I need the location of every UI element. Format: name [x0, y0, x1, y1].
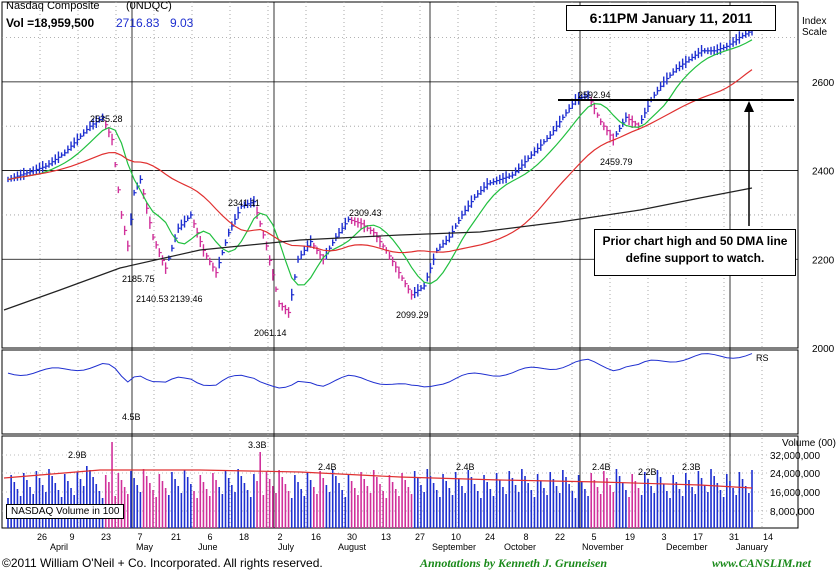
- timestamp-box: 6:11PM January 11, 2011: [566, 5, 776, 31]
- annotation-credit: Annotations by Kenneth J. Gruneisen: [420, 556, 608, 570]
- price-annotation: 2185.75: [122, 274, 155, 284]
- x-tick-label: 13: [381, 532, 391, 542]
- x-tick-label: 19: [625, 532, 635, 542]
- x-tick-label: 6: [207, 532, 212, 542]
- x-month-label: December: [666, 542, 708, 552]
- x-tick-label: 7: [137, 532, 142, 542]
- x-tick-label: 24: [485, 532, 495, 542]
- x-month-label: May: [136, 542, 154, 552]
- price-annotation: 2341.11: [228, 198, 260, 208]
- price-tick-label: 2600: [812, 78, 835, 89]
- x-month-label: November: [582, 542, 624, 552]
- price-annotation: 2139.46: [170, 294, 203, 304]
- copyright-text: ©2011 William O'Neil + Co. Incorporated.…: [2, 556, 323, 570]
- volume-annotation: 2.4B: [592, 462, 611, 472]
- ma-short-line: [7, 39, 753, 286]
- x-tick-label: 8: [523, 532, 528, 542]
- index-symbol: (0NDQC): [126, 0, 172, 12]
- volume-annotation: 2.3B: [682, 462, 701, 472]
- volume-annotation: 2.9B: [68, 450, 87, 460]
- price-annotation: 2061.14: [254, 328, 287, 338]
- support-arrow-head: [744, 101, 754, 112]
- volume-annotation: 2.2B: [638, 467, 657, 477]
- website-link[interactable]: www.CANSLIM.net: [712, 556, 811, 570]
- price-annotation: 2592.94: [578, 90, 611, 100]
- index-name: Nasdaq Composite: [6, 0, 100, 12]
- x-tick-label: 30: [347, 532, 357, 542]
- volume-annotation: 2.4B: [456, 462, 475, 472]
- rs-line: [7, 353, 753, 389]
- price-panel: [1, 1, 799, 349]
- x-tick-label: 22: [555, 532, 565, 542]
- x-tick-label: 18: [239, 532, 249, 542]
- volume-readout: Vol =18,959,500: [6, 16, 95, 30]
- volume-tick-label: 32,000,000: [770, 451, 820, 462]
- price-annotation: 2459.79: [600, 157, 633, 167]
- volume-tick-label: 8,000,000: [770, 507, 815, 518]
- x-month-label: October: [504, 542, 536, 552]
- ma-50-day-line: [7, 69, 753, 254]
- x-month-label: April: [50, 542, 68, 552]
- rs-panel: [1, 349, 799, 435]
- price-readout: 2716.83: [116, 16, 160, 30]
- volume-tick-label: 16,000,000: [770, 488, 820, 499]
- x-month-label: July: [278, 542, 295, 552]
- x-month-label: January: [736, 542, 769, 552]
- x-tick-label: 17: [693, 532, 703, 542]
- x-tick-label: 16: [311, 532, 321, 542]
- x-tick-label: 10: [451, 532, 461, 542]
- volume-annotation: 2.4B: [318, 462, 337, 472]
- price-tick-label: 2400: [812, 167, 835, 178]
- rs-tick-label: 2000: [812, 344, 835, 355]
- index-scale-label: Index Scale: [802, 16, 828, 38]
- x-month-label: August: [338, 542, 367, 552]
- price-annotation: 2535.28: [90, 114, 123, 124]
- rs-label: RS: [756, 353, 769, 363]
- x-tick-label: 23: [101, 532, 111, 542]
- volume-axis-title: Volume (00): [782, 438, 836, 449]
- x-month-label: June: [198, 542, 218, 552]
- x-tick-label: 5: [591, 532, 596, 542]
- volume-legend: NASDAQ Volume in 100: [6, 504, 125, 519]
- x-tick-label: 14: [763, 532, 773, 542]
- volume-average-line: [3, 469, 753, 489]
- price-annotation: 2309.43: [349, 208, 382, 218]
- x-tick-label: 3: [661, 532, 666, 542]
- x-tick-label: 2: [277, 532, 282, 542]
- price-annotation: 2099.29: [396, 310, 429, 320]
- price-tick-label: 2200: [812, 255, 835, 266]
- x-tick-label: 26: [37, 532, 47, 542]
- ma-200-day-line: [3, 187, 753, 311]
- price-annotation: 2140.53: [136, 294, 169, 304]
- x-tick-label: 21: [171, 532, 181, 542]
- x-month-label: September: [432, 542, 476, 552]
- volume-annotation: 3.3B: [248, 440, 267, 450]
- support-callout: Prior chart high and 50 DMA line define …: [594, 229, 796, 276]
- volume-tick-label: 24,000,000: [770, 469, 820, 480]
- change-readout: 9.03: [170, 16, 194, 30]
- x-tick-label: 27: [415, 532, 425, 542]
- x-tick-label: 31: [729, 532, 739, 542]
- volume-annotation: 4.5B: [122, 412, 141, 422]
- x-tick-label: 9: [69, 532, 74, 542]
